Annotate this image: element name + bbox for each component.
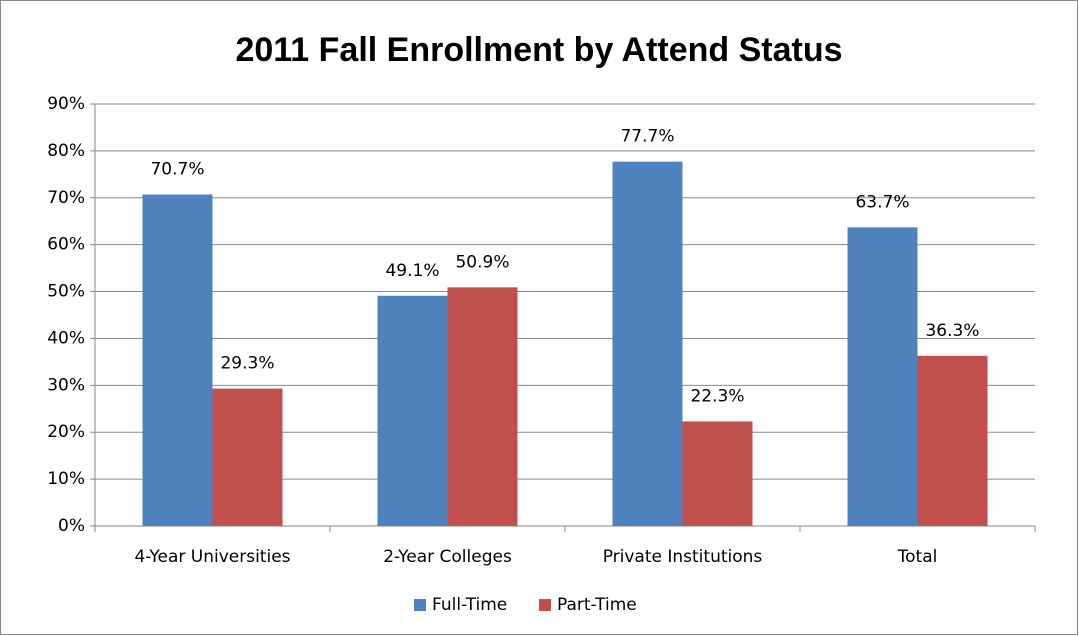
legend-label: Part-Time [557,595,637,615]
data-label: 63.7% [855,192,909,212]
bar [682,421,753,526]
data-label: 50.9% [455,252,509,272]
data-label: 49.1% [385,261,439,281]
x-tick-label: Private Institutions [603,547,763,567]
legend-swatch [539,599,551,611]
bar [917,355,988,526]
legend-swatch [414,599,426,611]
y-tick-label: 40% [47,328,85,348]
data-label: 22.3% [690,386,744,406]
y-tick-label: 20% [47,422,85,442]
y-tick-label: 30% [47,375,85,395]
y-tick-label: 80% [47,141,85,161]
y-tick-label: 90% [47,94,85,114]
y-tick-label: 0% [58,516,85,536]
bar [612,161,683,526]
y-tick-label: 50% [47,282,85,302]
y-tick-label: 10% [47,469,85,489]
x-tick-label: 2-Year Colleges [383,547,512,567]
bar [377,295,448,526]
bar [847,227,918,526]
bar [212,388,283,526]
x-tick-label: Total [897,547,938,567]
bar [447,287,518,526]
x-tick-label: 4-Year Universities [134,547,290,567]
data-label: 77.7% [620,127,674,147]
y-tick-label: 70% [47,188,85,208]
data-label: 29.3% [220,354,274,374]
chart-title: 2011 Fall Enrollment by Attend Status [235,31,842,69]
data-label: 36.3% [925,321,979,341]
legend-label: Full-Time [432,595,507,615]
y-tick-label: 60% [47,235,85,255]
data-label: 70.7% [150,159,204,179]
bar [142,194,213,527]
